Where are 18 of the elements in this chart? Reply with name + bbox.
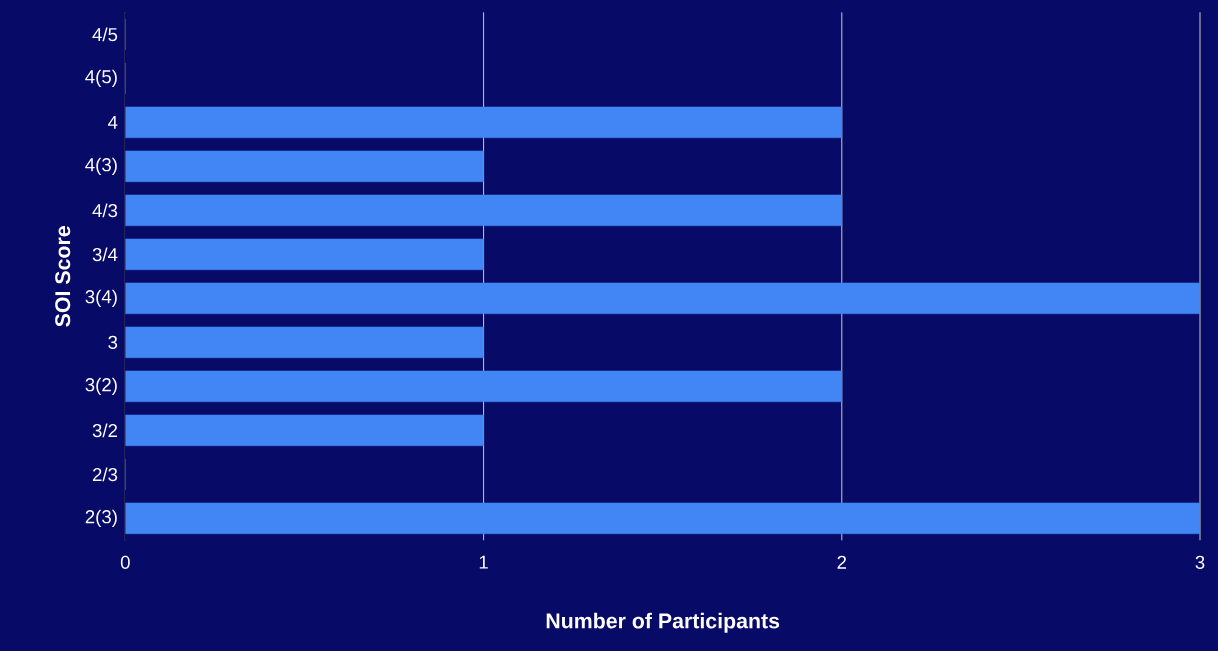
y-tick-label: 3 — [108, 335, 118, 349]
y-tick-label: 2/3 — [92, 467, 118, 482]
y-tick-label: 3/2 — [92, 423, 118, 438]
y-axis-title: SOI Score — [55, 226, 71, 327]
y-tick-label: 4(5) — [85, 69, 117, 88]
x-tick-label: 0 — [120, 555, 130, 569]
x-tick-label: 1 — [479, 555, 488, 569]
x-tick-label: 3 — [1195, 555, 1205, 569]
y-tick-label: 4/3 — [92, 203, 118, 218]
y-tick-label: 3/4 — [92, 247, 118, 262]
y-tick-label: 2(3) — [85, 509, 117, 528]
x-axis-title: Number of Participants — [546, 612, 780, 633]
y-tick-label: 4(3) — [85, 157, 117, 176]
x-tick-label: 2 — [837, 555, 847, 569]
y-tick-label: 3(4) — [85, 289, 117, 308]
y-tick-label: 3(2) — [85, 377, 117, 396]
y-tick-label: 4 — [107, 115, 118, 129]
y-tick-label: 4/5 — [92, 27, 118, 42]
